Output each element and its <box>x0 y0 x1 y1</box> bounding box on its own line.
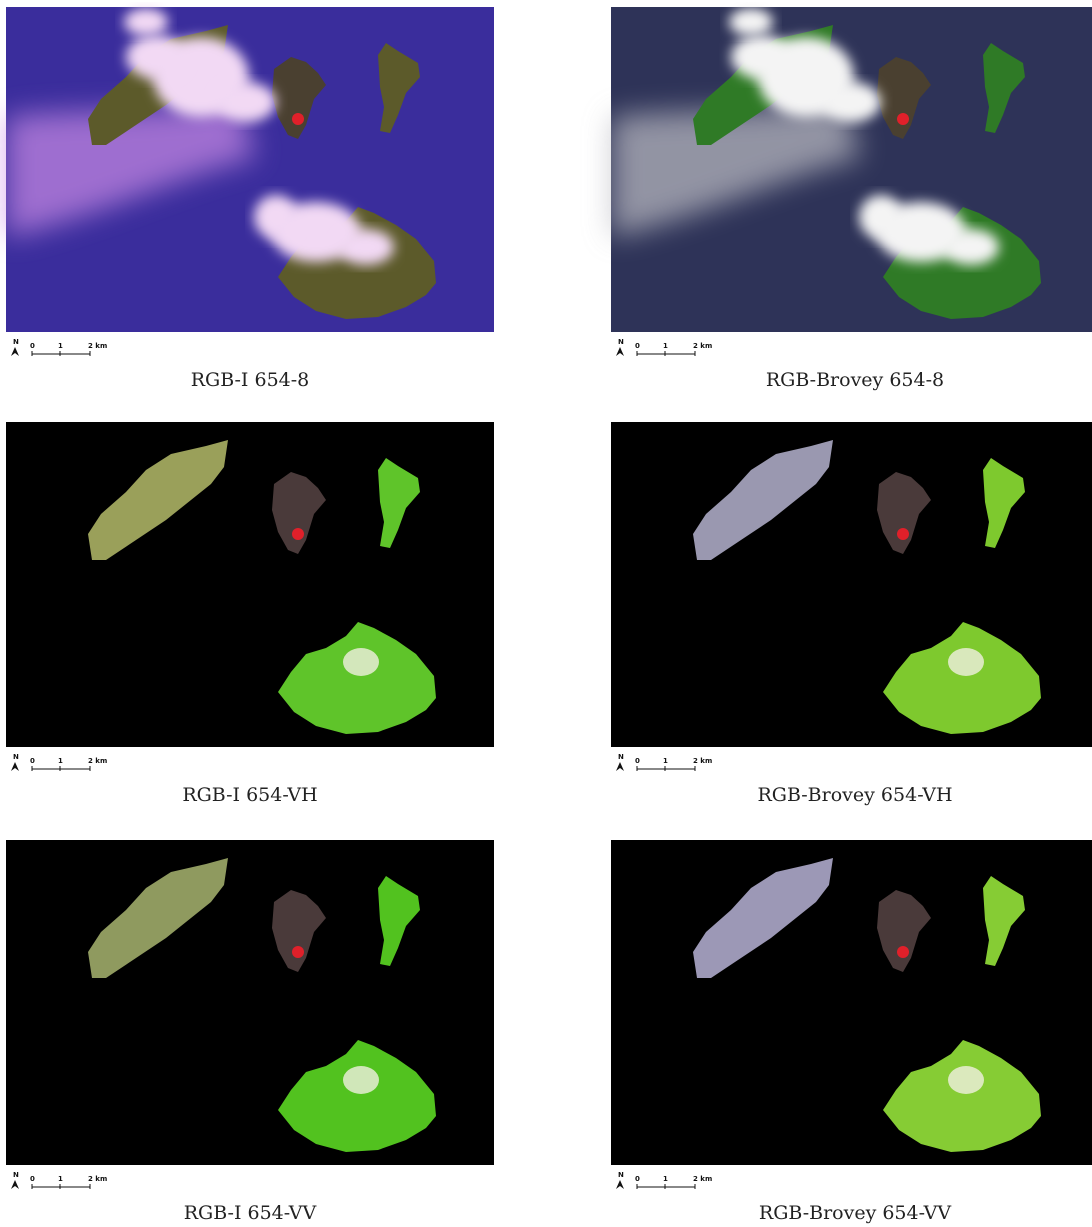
scale-label: 0 <box>635 757 640 765</box>
cloud <box>254 195 298 239</box>
scale-label: 2 km <box>693 757 712 765</box>
scale-label: 1 <box>663 757 668 765</box>
panel-caption: RGB-I 654-8 <box>191 369 310 391</box>
north-label: N <box>618 338 624 346</box>
cloud <box>859 195 903 239</box>
north-arrow <box>616 762 624 771</box>
panel-caption: RGB-Brovey 654-VH <box>757 784 952 806</box>
cloud <box>729 8 773 36</box>
scale-label: 0 <box>635 1175 640 1183</box>
scale-label: 2 km <box>693 342 712 350</box>
scale-label: 1 <box>663 342 668 350</box>
bright-patch <box>948 648 984 676</box>
cloud <box>126 35 186 79</box>
north-label: N <box>618 1171 624 1179</box>
scale-label: 1 <box>58 757 63 765</box>
north-label: N <box>13 1171 19 1179</box>
north-label: N <box>13 753 19 761</box>
scale-label: 0 <box>30 757 35 765</box>
map-panel <box>611 7 1092 332</box>
north-arrow <box>616 1180 624 1189</box>
scale-label: 0 <box>635 342 640 350</box>
map-panel <box>611 422 1092 747</box>
north-arrow <box>11 1180 19 1189</box>
scale-label: 2 km <box>88 1175 107 1183</box>
north-arrow <box>11 762 19 771</box>
crater <box>292 946 304 958</box>
crater <box>897 113 909 125</box>
north-arrow <box>11 347 19 356</box>
panel-caption: RGB-Brovey 654-8 <box>766 369 944 391</box>
crater <box>897 946 909 958</box>
map-panel <box>6 422 494 747</box>
cloud <box>943 229 999 265</box>
scale-label: 2 km <box>88 342 107 350</box>
scale-label: 0 <box>30 1175 35 1183</box>
scale-label: 0 <box>30 342 35 350</box>
page: N 0 1 2 km RGB-I 654-8 N 0 1 2 km RGB-Brovey 654-… <box>0 0 1092 1227</box>
north-label: N <box>13 338 19 346</box>
cloud <box>216 82 276 122</box>
scale-label: 2 km <box>693 1175 712 1183</box>
north-label: N <box>618 753 624 761</box>
bright-patch <box>343 648 379 676</box>
map-panel <box>6 7 494 332</box>
map-panel <box>6 840 494 1165</box>
panel-caption: RGB-Brovey 654-VV <box>759 1202 951 1224</box>
bright-patch <box>948 1066 984 1094</box>
north-arrow <box>616 347 624 356</box>
scale-label: 2 km <box>88 757 107 765</box>
figure: N 0 1 2 km RGB-I 654-8 N 0 1 2 km RGB-Brovey 654-… <box>0 0 1092 1227</box>
cloud <box>731 35 791 79</box>
cloud <box>124 8 168 36</box>
panel-caption: RGB-I 654-VV <box>184 1202 317 1224</box>
panel-caption: RGB-I 654-VH <box>182 784 317 806</box>
bright-patch <box>343 1066 379 1094</box>
crater <box>292 528 304 540</box>
scale-label: 1 <box>58 342 63 350</box>
crater <box>292 113 304 125</box>
cloud <box>338 229 394 265</box>
map-panel <box>611 840 1092 1165</box>
crater <box>897 528 909 540</box>
scale-label: 1 <box>663 1175 668 1183</box>
cloud <box>821 82 881 122</box>
scale-label: 1 <box>58 1175 63 1183</box>
